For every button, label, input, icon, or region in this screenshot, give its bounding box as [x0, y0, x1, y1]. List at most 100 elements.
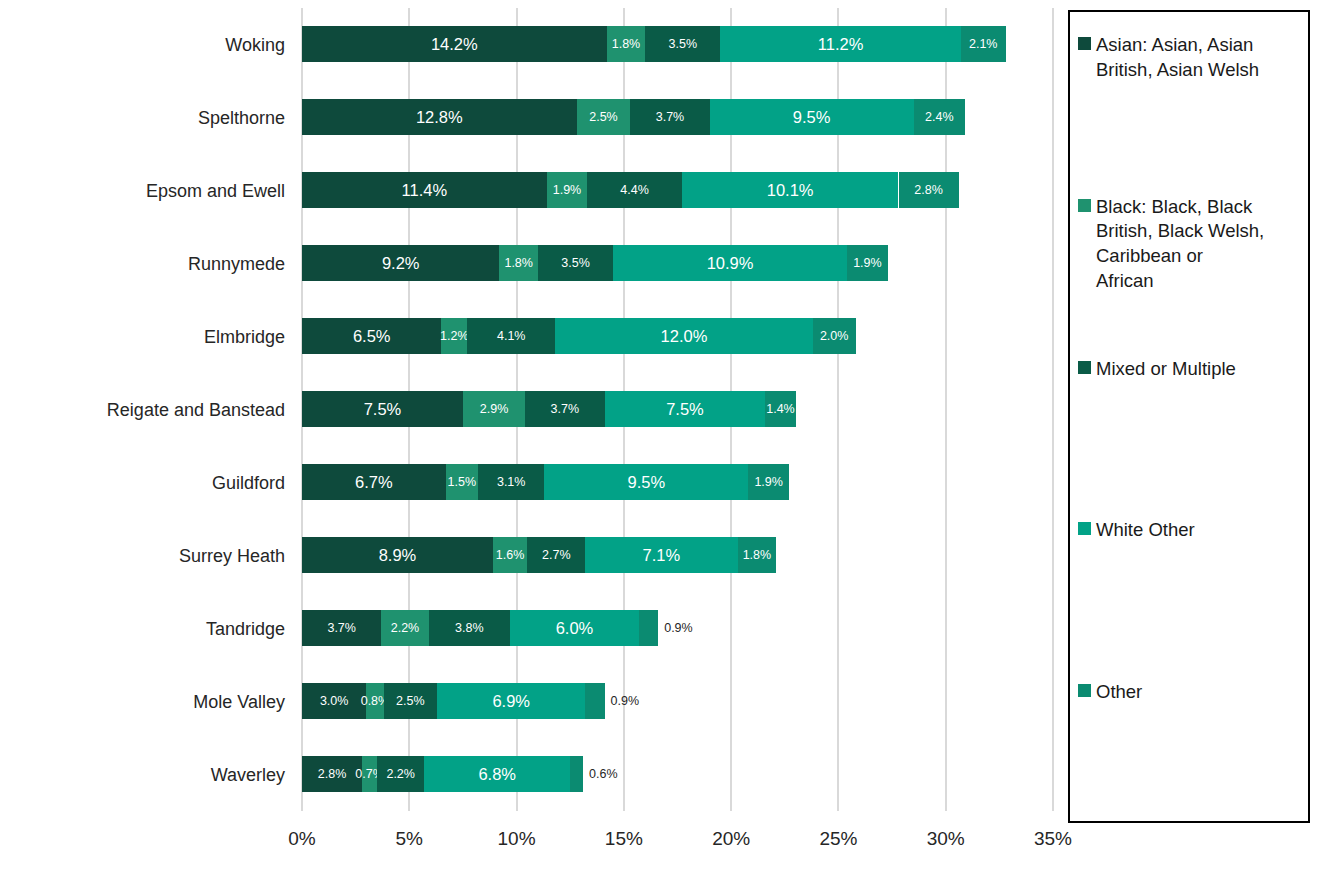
bar-segment-elmbridge-asian[interactable]: 6.5%	[302, 318, 441, 354]
bar-segment-reigate-and-banstead-black[interactable]: 2.9%	[463, 391, 525, 427]
bar-segment-mole-valley-mixed-or-multiple[interactable]: 2.5%	[384, 683, 438, 719]
bar-segment-elmbridge-black[interactable]: 1.2%	[441, 318, 467, 354]
legend-item-black[interactable]: Black: Black, Black British, Black Welsh…	[1070, 174, 1308, 336]
bar-segment-epsom-and-ewell-mixed-or-multiple[interactable]: 4.4%	[587, 172, 681, 208]
bar-segment-tandridge-asian[interactable]: 3.7%	[302, 610, 381, 646]
bar-segment-mole-valley-black[interactable]: 0.8%	[366, 683, 383, 719]
bar-segment-surrey-heath-asian[interactable]: 8.9%	[302, 537, 493, 573]
data-label: 2.9%	[480, 403, 509, 416]
legend: Asian: Asian, Asian British, Asian Welsh…	[1068, 10, 1310, 823]
bar-segment-mole-valley-asian[interactable]: 3.0%	[302, 683, 366, 719]
bar-segment-runnymede-white-other[interactable]: 10.9%	[613, 245, 847, 281]
bar-row: 3.0%0.8%2.5%6.9%0.9%	[302, 665, 1053, 738]
bar-segment-surrey-heath-white-other[interactable]: 7.1%	[585, 537, 737, 573]
bar-segment-mole-valley-white-other[interactable]: 6.9%	[437, 683, 585, 719]
category-label-elmbridge: Elmbridge	[0, 328, 285, 346]
data-label: 6.7%	[355, 474, 393, 491]
bar-row: 8.9%1.6%2.7%7.1% 1.8%	[302, 519, 1053, 592]
bar-segment-runnymede-mixed-or-multiple[interactable]: 3.5%	[538, 245, 613, 281]
bar-segment-reigate-and-banstead-white-other[interactable]: 7.5%	[605, 391, 766, 427]
data-label: 11.4%	[402, 182, 448, 199]
data-label: 2.2%	[391, 622, 420, 635]
data-label: 1.9%	[553, 184, 582, 197]
bar-segment-surrey-heath-other[interactable]: 1.8%	[738, 537, 777, 573]
data-label: 2.1%	[969, 38, 998, 51]
bar-segment-runnymede-other[interactable]: 1.9%	[847, 245, 888, 281]
bar-segment-woking-black[interactable]: 1.8%	[607, 26, 646, 62]
data-label: 1.2%	[440, 330, 469, 343]
bar-segment-epsom-and-ewell-asian[interactable]: 11.4%	[302, 172, 547, 208]
category-label-mole-valley: Mole Valley	[0, 693, 285, 711]
x-axis-tick-label: 5%	[396, 828, 423, 850]
data-label: 1.8%	[743, 549, 772, 562]
bar-segment-waverley-other[interactable]	[570, 756, 583, 792]
bar-segment-reigate-and-banstead-mixed-or-multiple[interactable]: 3.7%	[525, 391, 604, 427]
bar-segment-waverley-mixed-or-multiple[interactable]: 2.2%	[377, 756, 424, 792]
bar-segment-tandridge-black[interactable]: 2.2%	[381, 610, 428, 646]
data-label: 1.9%	[754, 476, 783, 489]
legend-item-asian[interactable]: Asian: Asian, Asian British, Asian Welsh	[1070, 12, 1308, 174]
bar-segment-spelthorne-mixed-or-multiple[interactable]: 3.7%	[630, 99, 709, 135]
data-label: 11.2%	[818, 36, 864, 53]
legend-item-white-other[interactable]: White Other	[1070, 497, 1308, 659]
bar-segment-spelthorne-asian[interactable]: 12.8%	[302, 99, 577, 135]
bar-segment-surrey-heath-mixed-or-multiple[interactable]: 2.7%	[527, 537, 585, 573]
bar-segment-guildford-other[interactable]: 1.9%	[748, 464, 789, 500]
bar-segment-woking-mixed-or-multiple[interactable]: 3.5%	[645, 26, 720, 62]
bar-segment-woking-other[interactable]: 2.1%	[961, 26, 1006, 62]
bar-row: 6.5%1.2% 4.1% 12.0% 2.0%	[302, 300, 1053, 373]
data-label-outside: 0.9%	[664, 622, 693, 635]
data-label-outside: 0.6%	[589, 768, 618, 781]
data-label: 1.8%	[504, 257, 533, 270]
data-label: 2.5%	[396, 695, 425, 708]
legend-item-mixed-or-multiple[interactable]: Mixed or Multiple	[1070, 336, 1308, 498]
bar-segment-elmbridge-white-other[interactable]: 12.0%	[555, 318, 812, 354]
bar-segment-mole-valley-other[interactable]	[585, 683, 604, 719]
legend-item-other[interactable]: Other	[1070, 659, 1308, 821]
bar-segment-guildford-white-other[interactable]: 9.5%	[544, 464, 748, 500]
bar-segment-spelthorne-white-other[interactable]: 9.5%	[710, 99, 914, 135]
bar-segment-guildford-asian[interactable]: 6.7%	[302, 464, 446, 500]
bar-segment-guildford-mixed-or-multiple[interactable]: 3.1%	[478, 464, 545, 500]
bar-segment-guildford-black[interactable]: 1.5%	[446, 464, 478, 500]
legend-swatch-icon	[1078, 522, 1091, 535]
bar-segment-tandridge-white-other[interactable]: 6.0%	[510, 610, 639, 646]
data-label: 4.4%	[620, 184, 649, 197]
x-axis-tick-label: 25%	[819, 828, 857, 850]
bar-segment-tandridge-mixed-or-multiple[interactable]: 3.8%	[429, 610, 511, 646]
bar-segment-epsom-and-ewell-other[interactable]: 2.8%	[899, 172, 959, 208]
data-label: 1.9%	[853, 257, 882, 270]
bar-row: 2.8% 0.7%2.2%6.8% 0.6%	[302, 738, 1053, 811]
legend-label: Mixed or Multiple	[1096, 357, 1236, 382]
bar-segment-woking-asian[interactable]: 14.2%	[302, 26, 607, 62]
bar-segment-reigate-and-banstead-asian[interactable]: 7.5%	[302, 391, 463, 427]
data-label: 3.7%	[656, 111, 685, 124]
bar-segment-waverley-asian[interactable]: 2.8%	[302, 756, 362, 792]
bar-segment-runnymede-asian[interactable]: 9.2%	[302, 245, 499, 281]
bar-segment-waverley-black[interactable]: 0.7%	[362, 756, 377, 792]
bar-segment-reigate-and-banstead-other[interactable]: 1.4%	[765, 391, 795, 427]
category-label-tandridge: Tandridge	[0, 620, 285, 638]
bar-segment-epsom-and-ewell-white-other[interactable]: 10.1%	[682, 172, 899, 208]
data-label: 2.0%	[820, 330, 849, 343]
bar-segment-epsom-and-ewell-black[interactable]: 1.9%	[547, 172, 588, 208]
bar-segment-surrey-heath-black[interactable]: 1.6%	[493, 537, 527, 573]
bar-segment-runnymede-black[interactable]: 1.8%	[499, 245, 538, 281]
bar-segment-elmbridge-other[interactable]: 2.0%	[813, 318, 856, 354]
legend-swatch-icon	[1078, 37, 1091, 50]
category-label-guildford: Guildford	[0, 474, 285, 492]
bar-segment-elmbridge-mixed-or-multiple[interactable]: 4.1%	[467, 318, 555, 354]
data-label: 10.1%	[767, 182, 814, 199]
data-label: 3.1%	[497, 476, 526, 489]
data-label: 4.1%	[497, 330, 526, 343]
bar-segment-woking-white-other[interactable]: 11.2%	[720, 26, 960, 62]
bar-segment-spelthorne-other[interactable]: 2.4%	[914, 99, 965, 135]
bar-row: 6.7% 1.5% 3.1% 9.5% 1.9%	[302, 446, 1053, 519]
data-label: 7.5%	[666, 401, 704, 418]
chart-root: 14.2%1.8%3.5%11.2%2.1%12.8%2.5%3.7%9.5%2…	[0, 0, 1323, 875]
data-label: 2.8%	[318, 768, 347, 781]
bar-segment-tandridge-other[interactable]	[639, 610, 658, 646]
data-label: 1.6%	[496, 549, 525, 562]
bar-segment-waverley-white-other[interactable]: 6.8%	[424, 756, 570, 792]
bar-segment-spelthorne-black[interactable]: 2.5%	[577, 99, 631, 135]
